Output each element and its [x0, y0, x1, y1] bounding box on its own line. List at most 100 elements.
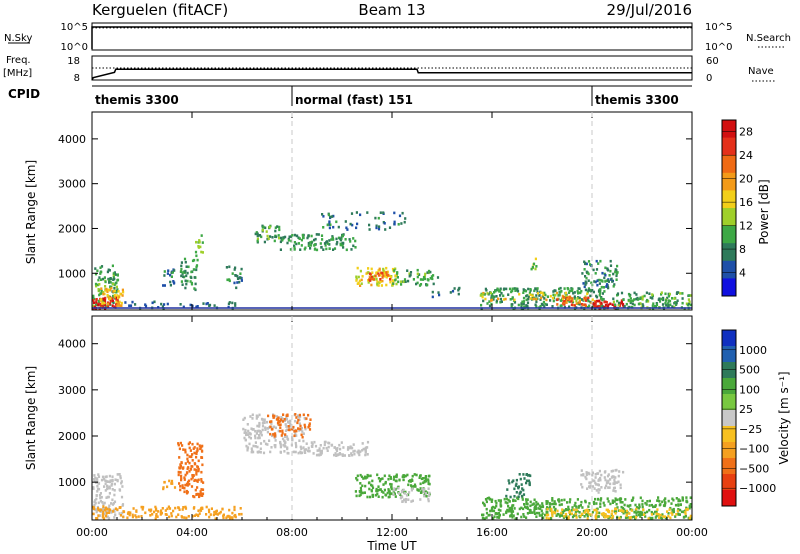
- scatter-cell-10: [366, 211, 369, 214]
- scatter-cell-9: [342, 246, 345, 249]
- scatter-cell-5: [307, 425, 310, 429]
- scatter-cell-2: [196, 447, 199, 450]
- scatter-cell-4: [169, 273, 172, 277]
- scatter-cell-8: [401, 500, 404, 503]
- scatter-cell-8: [405, 494, 409, 497]
- scatter-cell-10: [669, 516, 672, 520]
- scatter-cell-4: [246, 423, 249, 426]
- scatter-cell-7: [354, 490, 357, 493]
- scatter-cell-9: [681, 498, 684, 502]
- scatter-cell-10: [383, 222, 386, 225]
- scatter-cell-15: [580, 289, 583, 293]
- scatter-cell-9: [290, 239, 293, 243]
- scatter-cell-6: [311, 443, 314, 446]
- scatter-cell-9: [602, 501, 605, 505]
- scatter-cell-7: [369, 474, 372, 478]
- scatter-cell-6: [335, 454, 338, 457]
- scatter-cell-2: [107, 296, 110, 299]
- scatter-cell-4: [274, 439, 277, 442]
- scatter-cell-20: [651, 293, 654, 296]
- scatter-cell-15: [525, 294, 528, 298]
- scatter-cell-11: [355, 279, 358, 282]
- scatter-cell-4: [266, 443, 269, 446]
- scatter-cell-9: [672, 507, 675, 511]
- scatter-cell-7: [360, 475, 364, 479]
- scatter-cell-6: [305, 442, 308, 445]
- scatter-cell-15: [558, 293, 561, 297]
- scatter-cell-7: [233, 281, 236, 285]
- scatter-cell-13: [426, 278, 429, 281]
- scatter-cell-20: [666, 302, 669, 305]
- scatter-cell-10: [567, 517, 570, 520]
- scatter-cell-0: [112, 294, 115, 298]
- scatter-cell-11: [580, 473, 583, 477]
- nsearch-tick-bottom: 10^0: [705, 42, 732, 53]
- scatter-cell-2: [179, 471, 182, 474]
- nsky-tick-bottom: 10^0: [61, 42, 88, 53]
- scatter-cell-9: [533, 509, 536, 512]
- scatter-cell-9: [584, 499, 587, 503]
- scatter-cell-7: [394, 488, 397, 491]
- scatter-cell-2: [184, 448, 187, 452]
- scatter-cell-3: [162, 486, 165, 489]
- scatter-cell-5: [195, 265, 198, 269]
- scatter-cell-9: [631, 498, 634, 502]
- scatter-cell-2: [116, 304, 119, 307]
- scatter-cell-10: [374, 216, 377, 220]
- scatter-cell-15: [526, 304, 529, 308]
- scatter-cell-20: [675, 303, 678, 306]
- scatter-cell-8: [261, 228, 264, 232]
- power-colorbar-swatch-9: [722, 278, 736, 297]
- scatter-cell-6: [336, 447, 339, 450]
- scatter-cell-10: [659, 513, 662, 517]
- scatter-cell-3: [206, 302, 209, 305]
- scatter-cell-6: [337, 453, 340, 456]
- scatter-cell-4: [303, 450, 306, 453]
- scatter-cell-0: [108, 281, 111, 284]
- scatter-cell-5: [276, 421, 280, 425]
- scatter-cell-15: [536, 290, 539, 294]
- scatter-cell-9: [303, 247, 306, 251]
- scatter-cell-9: [304, 246, 307, 250]
- scatter-cell-1: [228, 508, 231, 512]
- scatter-cell-4: [297, 451, 300, 455]
- scatter-cell-15: [483, 293, 486, 296]
- scatter-cell-11: [611, 469, 614, 473]
- scatter-cell-3: [189, 303, 192, 307]
- scatter-cell-9: [623, 508, 626, 511]
- scatter-cell-11: [617, 474, 620, 478]
- scatter-cell-4: [169, 283, 172, 287]
- scatter-cell-7: [236, 274, 239, 278]
- scatter-cell-9: [301, 233, 304, 237]
- scatter-cell-9: [331, 236, 334, 240]
- scatter-cell-20: [664, 302, 667, 305]
- scatter-cell-15: [522, 291, 525, 294]
- scatter-cell-1: [93, 507, 96, 510]
- scatter-cell-10: [393, 220, 396, 224]
- scatter-cell-7: [393, 492, 396, 496]
- scatter-cell-11: [613, 478, 616, 482]
- scatter-cell-0: [96, 283, 99, 287]
- scatter-cell-4: [294, 450, 297, 454]
- scatter-cell-8: [278, 236, 281, 240]
- scatter-cell-9: [489, 509, 492, 513]
- scatter-cell-10: [684, 511, 687, 514]
- scatter-cell-9: [646, 500, 649, 503]
- scatter-cell-0: [116, 278, 119, 282]
- x-tick-label-6: 00:00: [676, 526, 708, 539]
- scatter-cell-16: [561, 297, 565, 301]
- scatter-cell-9: [337, 236, 341, 240]
- scatter-cell-4: [264, 442, 268, 446]
- scatter-cell-20: [627, 298, 630, 302]
- scatter-cell-15: [509, 298, 512, 301]
- scatter-cell-2: [199, 494, 202, 497]
- scatter-cell-9: [307, 234, 310, 237]
- scatter-cell-8: [408, 491, 411, 494]
- scatter-cell-9: [664, 497, 667, 500]
- scatter-cell-16: [532, 297, 535, 301]
- scatter-cell-6: [324, 440, 327, 444]
- scatter-cell-2: [180, 461, 183, 464]
- scatter-cell-13: [431, 277, 434, 281]
- scatter-cell-3: [227, 302, 230, 306]
- scatter-cell-9: [483, 502, 486, 506]
